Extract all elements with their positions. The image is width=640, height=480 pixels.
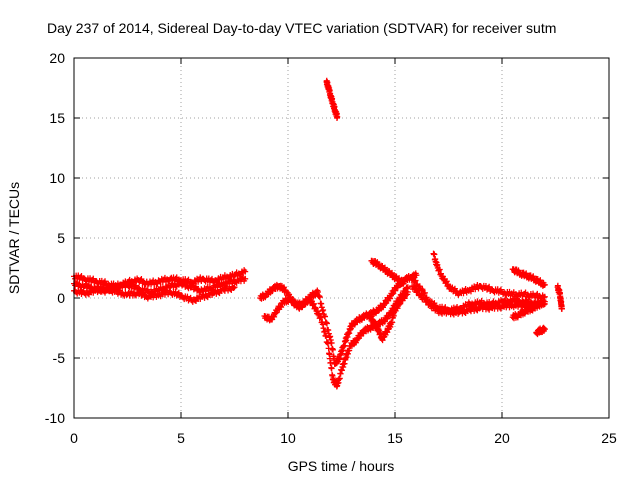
data-point: [322, 313, 329, 320]
data-point: [191, 284, 198, 291]
data-point: [131, 283, 138, 290]
x-tick-label: 0: [70, 430, 78, 446]
data-point: [174, 290, 181, 297]
series-track-l: [509, 266, 548, 289]
data-point: [242, 275, 249, 282]
data-point: [139, 291, 146, 298]
x-tick-label: 5: [177, 430, 185, 446]
y-tick-label: 20: [49, 50, 65, 66]
y-tick-label: 0: [57, 290, 65, 306]
data-point: [558, 305, 565, 312]
series-track-k: [409, 283, 538, 318]
data-point: [485, 284, 492, 291]
data-point: [431, 251, 438, 258]
data-point: [104, 285, 111, 292]
data-point: [230, 285, 237, 292]
series-track-m: [509, 297, 548, 322]
chart-title: Day 237 of 2014, Sidereal Day-to-day VTE…: [47, 20, 556, 36]
data-point: [180, 280, 187, 287]
data-point: [415, 287, 422, 294]
y-tick-label: -10: [45, 410, 65, 426]
x-tick-labels: 0 5 10 15 20 25: [70, 430, 617, 446]
data-point: [329, 346, 336, 353]
x-tick-label: 25: [601, 430, 617, 446]
data-point: [317, 314, 324, 321]
x-axis-label: GPS time / hours: [288, 458, 395, 474]
y-tick-label: -5: [53, 350, 66, 366]
data-point: [413, 272, 420, 279]
x-tick-label: 15: [387, 430, 403, 446]
plot-frame: [73, 57, 610, 419]
y-tick-label: 10: [49, 170, 65, 186]
data-point: [541, 281, 548, 288]
series-track-c: [71, 283, 238, 305]
data-layer: [71, 77, 565, 390]
data-point: [423, 297, 430, 304]
series-track-o: [554, 282, 565, 312]
x-tick-label: 20: [494, 430, 510, 446]
data-point: [316, 294, 323, 301]
data-point: [412, 277, 419, 284]
series-track-f: [323, 77, 341, 121]
x-tick-label: 10: [280, 430, 296, 446]
grid-layer: [74, 58, 609, 418]
y-tick-label: 15: [49, 110, 65, 126]
data-point: [137, 277, 144, 284]
series-track-g: [368, 257, 407, 288]
series-track-h: [366, 288, 411, 344]
data-point: [433, 305, 440, 312]
data-point: [424, 297, 431, 304]
data-point: [242, 268, 249, 275]
y-tick-label: 5: [57, 230, 65, 246]
data-point: [419, 286, 426, 293]
data-point: [421, 289, 428, 296]
data-point: [436, 266, 443, 273]
data-point: [328, 365, 335, 372]
data-point: [323, 333, 330, 340]
data-point: [400, 280, 407, 287]
data-point: [541, 298, 548, 305]
y-tick-labels: -10 -5 0 5 10 15 20: [45, 50, 65, 426]
data-point: [404, 289, 411, 295]
series-track-n: [533, 324, 548, 338]
y-axis-label: SDTVAR / TECUs: [6, 182, 22, 294]
data-point: [334, 113, 341, 120]
data-point: [541, 326, 548, 333]
data-point: [231, 284, 238, 291]
series-track-e: [261, 284, 411, 390]
data-point: [323, 320, 330, 327]
